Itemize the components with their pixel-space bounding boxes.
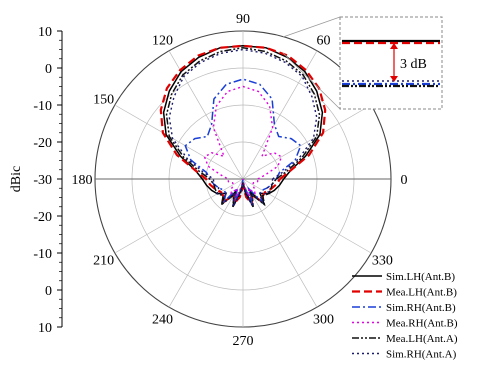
radial-tick-label: -20 (33, 210, 52, 225)
grid-spoke (114, 178, 244, 254)
angle-label: 90 (236, 12, 250, 27)
legend: Sim.LH(Ant.B) Mea.LH(Ant.B) Sim.RH(Ant.B) M… (352, 271, 458, 361)
angle-label: 180 (72, 173, 93, 188)
series-line (165, 46, 321, 208)
legend-label: Sim.RH(Ant.A) (386, 349, 457, 361)
grid-spoke (114, 104, 244, 180)
grid-spoke (242, 178, 372, 254)
angle-label: 240 (152, 312, 173, 327)
grid-spoke (242, 178, 318, 308)
inset-leader (282, 52, 341, 110)
legend-label: Sim.LH(Ant.B) (386, 271, 455, 283)
radial-tick-label: -30 (33, 173, 52, 188)
polar-grid: 0306090120150180210240270300330 (72, 12, 408, 349)
series-line (203, 85, 283, 197)
angle-label: 60 (317, 34, 331, 49)
radial-tick-label: 10 (38, 321, 52, 336)
grid-spoke (168, 178, 244, 308)
annotation-3db: 3 dB (400, 57, 427, 72)
series-line (159, 44, 327, 206)
radial-axis: 10 0 -10 -20 -30 -20 -10 0 10 dBic (9, 25, 63, 336)
grid-spoke (242, 104, 372, 180)
legend-label: Mea.LH(Ant.A) (386, 333, 458, 345)
legend-label: Mea.LH(Ant.B) (386, 287, 457, 299)
radial-tick-label: 0 (45, 284, 52, 299)
angle-label: 330 (372, 254, 393, 269)
angle-label: 150 (93, 93, 114, 108)
inset-leader (282, 16, 341, 38)
zoom-inset: 3 dB (282, 16, 443, 110)
angle-label: 120 (152, 34, 173, 49)
inset-arrow-head (390, 43, 398, 49)
angle-label: 0 (401, 173, 408, 188)
series-line (168, 48, 318, 208)
inset-frame (339, 16, 443, 110)
radial-tick-label: -10 (33, 99, 52, 114)
series-line (162, 45, 324, 208)
legend-label: Sim.RH(Ant.B) (386, 302, 456, 314)
radial-tick-label: -10 (33, 247, 52, 262)
radial-tick-label: -20 (33, 136, 52, 151)
series-lines (159, 44, 327, 208)
angle-label: 270 (233, 334, 254, 349)
y-axis-label: dBic (9, 166, 24, 192)
inset-arrow-head (390, 76, 398, 82)
angle-label: 300 (313, 312, 334, 327)
legend-label: Mea.RH(Ant.B) (386, 318, 458, 330)
radial-tick-label: 10 (38, 25, 52, 40)
radial-tick-label: 0 (45, 62, 52, 77)
angle-label: 210 (93, 254, 114, 269)
